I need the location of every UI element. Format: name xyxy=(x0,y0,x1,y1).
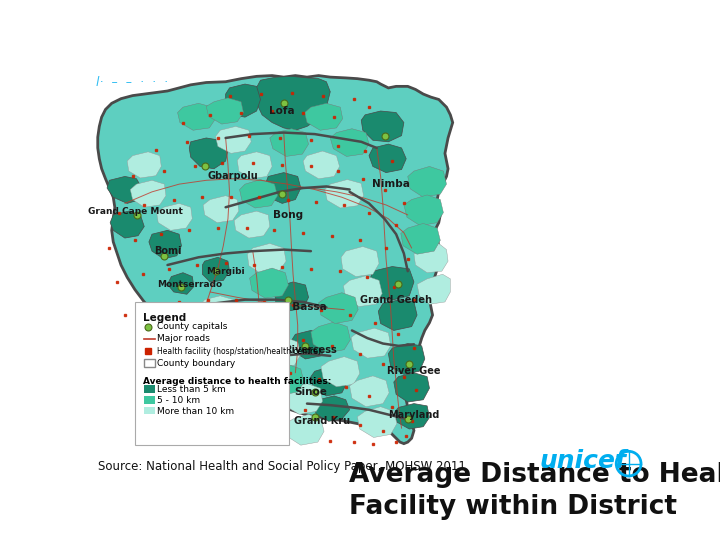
Text: Lofa: Lofa xyxy=(269,106,295,116)
Polygon shape xyxy=(274,282,309,311)
Polygon shape xyxy=(351,328,391,358)
Text: Bong: Bong xyxy=(273,210,302,220)
Polygon shape xyxy=(202,257,230,282)
Polygon shape xyxy=(369,144,406,173)
Polygon shape xyxy=(404,195,444,226)
Bar xyxy=(144,385,155,393)
Text: Grand Kru: Grand Kru xyxy=(294,416,351,426)
Polygon shape xyxy=(149,231,181,259)
Polygon shape xyxy=(325,179,364,208)
Text: Average Distance to Health
Facility within District: Average Distance to Health Facility with… xyxy=(349,462,720,520)
Polygon shape xyxy=(264,173,301,204)
Polygon shape xyxy=(215,126,251,153)
Polygon shape xyxy=(319,293,358,323)
Polygon shape xyxy=(408,166,446,197)
Text: Source: National Health and Social Policy Paper, MOHSW 2011: Source: National Health and Social Polic… xyxy=(98,460,466,473)
Polygon shape xyxy=(343,276,382,307)
Text: Less than 5 km: Less than 5 km xyxy=(157,385,225,394)
Polygon shape xyxy=(313,396,350,421)
Polygon shape xyxy=(414,244,448,273)
Polygon shape xyxy=(203,195,239,222)
Polygon shape xyxy=(254,76,330,130)
Text: Montserrado: Montserrado xyxy=(157,280,222,289)
Text: Maryland: Maryland xyxy=(388,410,440,420)
FancyBboxPatch shape xyxy=(135,302,289,445)
Polygon shape xyxy=(178,103,215,130)
Polygon shape xyxy=(388,343,425,374)
Polygon shape xyxy=(250,268,289,298)
Text: Average distance to health facilities:: Average distance to health facilities: xyxy=(143,377,331,387)
Polygon shape xyxy=(235,313,272,343)
Text: l·  –  –  ·  ·  ·: l· – – · · · xyxy=(96,76,168,89)
Polygon shape xyxy=(200,296,235,323)
Text: County capitals: County capitals xyxy=(157,322,227,331)
Text: Major roads: Major roads xyxy=(157,334,210,343)
Polygon shape xyxy=(238,152,272,179)
Text: Health facility (hosp/station/health centre): Health facility (hosp/station/health cen… xyxy=(157,347,320,356)
Polygon shape xyxy=(311,322,351,353)
Polygon shape xyxy=(127,152,161,178)
Bar xyxy=(144,396,155,403)
Polygon shape xyxy=(212,405,251,436)
Polygon shape xyxy=(239,372,277,403)
Polygon shape xyxy=(401,224,441,254)
Polygon shape xyxy=(248,244,286,274)
Polygon shape xyxy=(378,300,417,330)
Text: 5 - 10 km: 5 - 10 km xyxy=(157,396,199,405)
Text: unicef: unicef xyxy=(539,449,626,473)
Polygon shape xyxy=(305,103,343,130)
Polygon shape xyxy=(130,180,166,207)
Polygon shape xyxy=(361,111,404,142)
Polygon shape xyxy=(417,274,451,304)
Text: Bomi: Bomi xyxy=(154,246,181,256)
Polygon shape xyxy=(234,211,270,238)
Polygon shape xyxy=(206,98,243,124)
Text: County boundary: County boundary xyxy=(157,359,235,368)
Text: Nimba: Nimba xyxy=(372,179,410,189)
Polygon shape xyxy=(168,273,194,294)
Polygon shape xyxy=(240,179,277,208)
Text: Grand Gedeh: Grand Gedeh xyxy=(360,295,432,305)
Polygon shape xyxy=(98,76,453,444)
Polygon shape xyxy=(189,138,228,168)
Polygon shape xyxy=(265,364,304,395)
Polygon shape xyxy=(369,267,414,300)
Polygon shape xyxy=(341,247,379,276)
Text: Rivercess: Rivercess xyxy=(284,345,337,355)
Polygon shape xyxy=(264,338,301,367)
Polygon shape xyxy=(395,403,429,429)
Text: Margibi: Margibi xyxy=(207,267,245,275)
Polygon shape xyxy=(303,151,340,179)
Text: Grand Cape Mount: Grand Cape Mount xyxy=(88,207,182,215)
Polygon shape xyxy=(212,374,251,405)
Polygon shape xyxy=(350,376,389,407)
Polygon shape xyxy=(311,367,347,396)
Polygon shape xyxy=(321,356,360,387)
Bar xyxy=(144,359,155,367)
Polygon shape xyxy=(284,414,324,445)
Polygon shape xyxy=(292,330,326,359)
Polygon shape xyxy=(110,211,144,238)
Text: Sinoe: Sinoe xyxy=(294,387,328,397)
Polygon shape xyxy=(222,343,262,374)
Text: River Gee: River Gee xyxy=(387,366,441,376)
Polygon shape xyxy=(394,373,429,402)
Polygon shape xyxy=(283,383,323,414)
Polygon shape xyxy=(270,129,309,157)
Polygon shape xyxy=(357,407,397,437)
Polygon shape xyxy=(225,84,261,117)
Text: More than 10 km: More than 10 km xyxy=(157,407,234,416)
Bar xyxy=(144,407,155,414)
Polygon shape xyxy=(157,204,192,231)
Text: Grand Bassa: Grand Bassa xyxy=(253,302,327,312)
Polygon shape xyxy=(107,177,143,204)
Text: Gbarpolu: Gbarpolu xyxy=(208,172,258,181)
Polygon shape xyxy=(330,129,369,157)
Polygon shape xyxy=(199,320,238,351)
Text: Legend: Legend xyxy=(143,313,186,323)
